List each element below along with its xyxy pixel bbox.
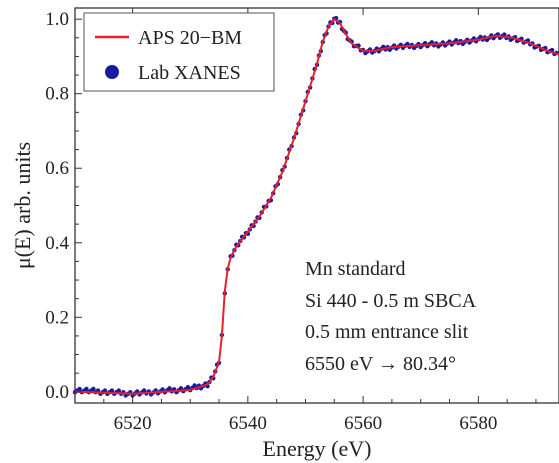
annotation-line-1: Mn standard <box>305 258 406 280</box>
annotation-block: Mn standard Si 440 - 0.5 m SBCA 0.5 mm e… <box>305 258 477 375</box>
y-axis-title: μ(E) arb. units <box>10 142 35 269</box>
y-tick-label: 0.0 <box>45 382 69 403</box>
data-point <box>102 388 108 393</box>
legend: APS 20−BM Lab XANES <box>83 12 275 92</box>
y-tick-label: 0.2 <box>45 307 69 328</box>
data-point <box>84 386 89 392</box>
legend-label-lab: Lab XANES <box>138 62 241 84</box>
x-axis-title: Energy (eV) <box>263 436 372 461</box>
x-axis-ticks: 6520 6540 6560 6580 <box>74 8 537 434</box>
data-point <box>77 386 82 392</box>
y-axis-ticks: 0.0 0.2 0.4 0.6 0.8 1.0 <box>45 9 82 403</box>
annotation-line-4: 6550 eV → 80.34° <box>305 353 456 375</box>
series-layer <box>72 16 559 398</box>
x-tick-label: 6560 <box>344 413 382 434</box>
x-tick-label: 6540 <box>229 413 267 434</box>
legend-label-aps: APS 20−BM <box>138 27 242 49</box>
data-point <box>502 32 507 37</box>
data-point <box>91 386 96 392</box>
data-point <box>185 385 191 390</box>
aps-20bm-line <box>74 17 559 395</box>
x-tick-label: 6580 <box>459 413 497 434</box>
x-tick-label: 6520 <box>114 413 152 434</box>
y-tick-label: 1.0 <box>45 9 69 30</box>
y-tick-label: 0.6 <box>45 158 69 179</box>
data-point <box>109 388 115 393</box>
legend-box <box>83 12 275 92</box>
y-tick-label: 0.8 <box>45 84 69 105</box>
data-point <box>167 386 172 391</box>
y-tick-label: 0.4 <box>45 233 69 254</box>
annotation-line-3: 0.5 mm entrance slit <box>305 321 469 343</box>
legend-dot-swatch <box>105 65 119 79</box>
annotation-line-2: Si 440 - 0.5 m SBCA <box>305 290 477 312</box>
data-point <box>116 388 122 393</box>
